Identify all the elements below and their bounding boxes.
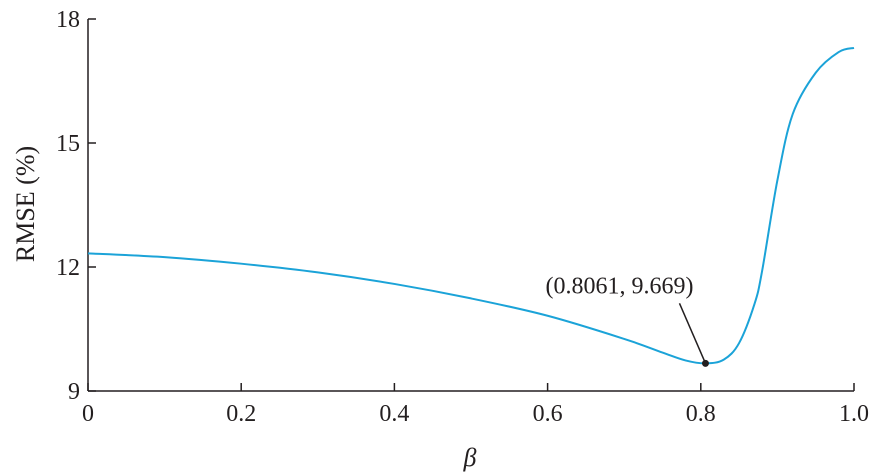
y-tick-label: 9 [68, 379, 80, 405]
annotation-leader-line [678, 303, 707, 364]
y-tick-label: 18 [56, 7, 80, 33]
series-line-rmse [87, 46, 855, 365]
minimum-point-marker [701, 359, 709, 367]
y-tick-label: 15 [56, 131, 80, 157]
x-tick-label: 0.4 [379, 401, 409, 427]
x-tick-label: 0.6 [533, 401, 563, 427]
annotation-layer: (0.8061, 9.669) [545, 273, 709, 367]
x-tick-label: 0.2 [226, 401, 256, 427]
y-tick-label: 12 [56, 255, 80, 281]
x-tick-label: 0.8 [686, 401, 716, 427]
x-tick-label: 0 [82, 401, 94, 427]
x-axis-label: β [463, 443, 477, 472]
y-axis-label: RMSE (%) [11, 146, 40, 262]
x-tick-label: 1.0 [839, 401, 869, 427]
minimum-point-label: (0.8061, 9.669) [545, 273, 693, 299]
ticks: 0 0.2 0.4 0.6 0.8 1.0 9 12 15 18 [56, 7, 869, 427]
axes [87, 19, 854, 392]
